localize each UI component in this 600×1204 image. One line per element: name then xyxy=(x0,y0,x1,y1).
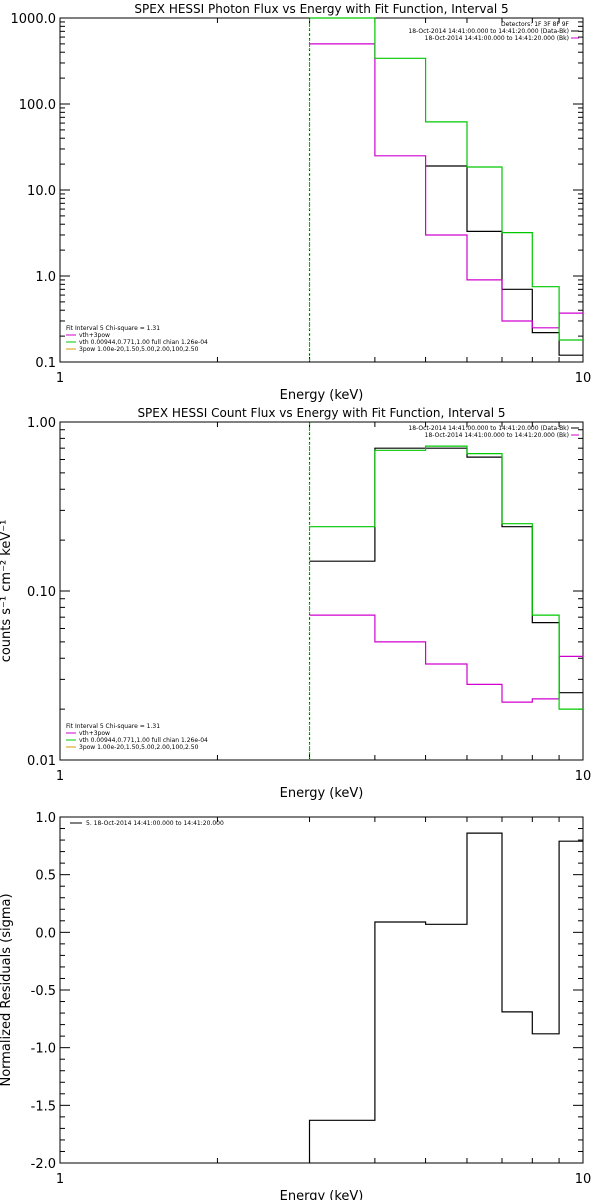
x-tick-label-2-0: 1 xyxy=(56,1172,64,1187)
series-line-0-0 xyxy=(425,165,583,356)
legend-bottom-text-1-1: vth 0.00944,0.771,1.00 full chian 1.26e-… xyxy=(79,737,208,744)
y-tick-label-1-0: 0.01 xyxy=(27,754,56,769)
x-tick-label-0-1: 10 xyxy=(575,371,592,386)
x-axis-label-0: Energy (keV) xyxy=(280,388,364,403)
legend-top-text-1-1: 18-Oct-2014 14:41:00.000 to 14:41:20.000… xyxy=(425,432,569,439)
legend-bottom-text-0-0: vth+3pow xyxy=(79,332,110,339)
y-tick-label-0-3: 100.0 xyxy=(19,98,56,113)
y-tick-label-2-3: -0.5 xyxy=(31,984,56,999)
x-tick-label-1-1: 10 xyxy=(575,769,592,784)
legend-bottom-header-0: Fit Interval 5 Chi-square = 1.31 xyxy=(66,325,160,332)
plot-frame-2 xyxy=(59,816,584,1164)
legend-top-text-0-1: 18-Oct-2014 14:41:00.000 to 14:41:20.000… xyxy=(408,28,569,35)
legend-top-text-0-2: 18-Oct-2014 14:41:00.000 to 14:41:20.000… xyxy=(425,35,569,42)
legend-top-text-2-0: 5. 18-Oct-2014 14:41:00.000 to 14:41:20.… xyxy=(86,820,224,827)
series-line-2-0 xyxy=(308,832,583,1163)
x-tick-label-0-0: 1 xyxy=(56,371,64,386)
legend-top-text-0-0: Detectors: 1F 3F 8F 9F xyxy=(501,21,570,28)
plot-frame-1 xyxy=(59,421,584,761)
y-tick-label-2-6: 1.0 xyxy=(35,811,56,826)
y-tick-label-2-5: 0.5 xyxy=(35,869,56,884)
y-tick-label-1-1: 0.10 xyxy=(27,585,56,600)
series-line-1-0 xyxy=(309,447,583,694)
y-tick-label-0-0: 0.1 xyxy=(35,356,56,371)
y-axis-label-2: Normalized Residuals (sigma) xyxy=(0,893,14,1086)
x-axis-label-1: Energy (keV) xyxy=(280,786,364,801)
legend-bottom-text-0-1: vth 0.00944,0.771,1.00 full chian 1.26e-… xyxy=(79,339,208,346)
y-axis-label-1: counts s⁻¹ cm⁻² keV⁻¹ xyxy=(0,520,14,663)
chart-title-0: SPEX HESSI Photon Flux vs Energy with Fi… xyxy=(134,2,508,16)
legend-bottom-text-0-2: 3pow 1.00e-20,1.50,5.00,2.00,100,2.50 xyxy=(79,346,199,353)
chart-title-1: SPEX HESSI Count Flux vs Energy with Fit… xyxy=(137,406,505,420)
series-line-0-2 xyxy=(309,17,583,341)
series-line-1-1 xyxy=(309,614,583,703)
x-tick-label-2-1: 10 xyxy=(575,1172,592,1187)
y-tick-label-2-1: -1.5 xyxy=(31,1099,56,1114)
y-tick-label-0-1: 1.0 xyxy=(35,270,56,285)
y-tick-label-2-0: -2.0 xyxy=(31,1157,56,1172)
series-line-0-1 xyxy=(309,43,583,329)
legend-bottom-text-1-0: vth+3pow xyxy=(79,730,110,737)
y-tick-label-0-2: 10.0 xyxy=(27,184,56,199)
legend-bottom-header-1: Fit Interval 5 Chi-square = 1.31 xyxy=(66,723,160,730)
series-line-1-2 xyxy=(309,445,583,710)
plot-frame-0 xyxy=(59,17,584,363)
x-axis-label-2: Energy (keV) xyxy=(280,1189,364,1200)
x-tick-label-1-0: 1 xyxy=(56,769,64,784)
y-tick-label-1-2: 1.00 xyxy=(27,416,56,431)
y-tick-label-2-2: -1.0 xyxy=(31,1042,56,1057)
legend-top-text-1-0: 18-Oct-2014 14:41:00.000 to 14:41:20.000… xyxy=(408,425,569,432)
legend-bottom-text-1-2: 3pow 1.00e-20,1.50,5.00,2.00,100,2.50 xyxy=(79,744,199,751)
y-tick-label-0-4: 1000.0 xyxy=(11,12,57,27)
y-tick-label-2-4: 0.0 xyxy=(35,926,56,941)
